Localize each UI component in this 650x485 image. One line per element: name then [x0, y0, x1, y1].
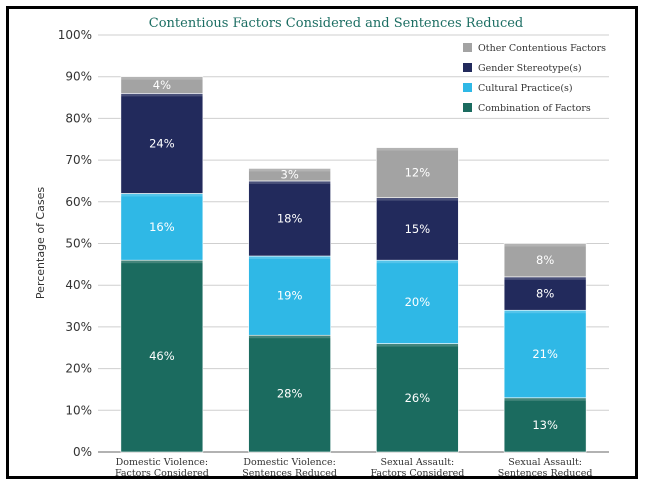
data-label: 18%	[277, 211, 303, 225]
bar-segment	[376, 343, 459, 453]
bar-segment-highlight	[248, 335, 331, 339]
bar-segment-highlight	[248, 256, 331, 260]
y-tick-label: 40%	[65, 278, 92, 292]
y-tick-label: 30%	[65, 320, 92, 334]
legend-swatch	[463, 43, 472, 52]
bar-segment-highlight	[120, 93, 203, 97]
data-label: 4%	[153, 78, 171, 92]
legend: Other Contentious Factors Gender Stereoty…	[463, 43, 606, 114]
y-tick-label: 10%	[65, 403, 92, 417]
bar-segment-highlight	[376, 197, 459, 201]
data-label: 20%	[405, 295, 431, 309]
x-axis-categories: Domestic Violence:Factors ConsideredDome…	[115, 457, 593, 479]
bar-segment	[120, 193, 204, 261]
x-category-label: Sexual Assault:	[380, 457, 454, 468]
bar-segment-highlight	[376, 260, 459, 264]
bar-segment	[503, 397, 587, 453]
bar-segment-highlight	[120, 260, 203, 264]
bar-segment	[248, 255, 331, 336]
data-label: 28%	[277, 387, 303, 401]
legend-swatch	[463, 63, 472, 72]
x-category-label: Sentences Reduced	[242, 468, 337, 479]
data-label: 12%	[405, 166, 431, 180]
y-tick-label: 100%	[58, 28, 92, 42]
legend-label: Cultural Practice(s)	[478, 83, 573, 94]
bar-segment-highlight	[120, 193, 203, 197]
chart-title: Contentious Factors Considered and Sente…	[149, 16, 524, 31]
x-category-label: Domestic Violence:	[116, 457, 208, 468]
bar-segment	[503, 243, 587, 278]
data-label: 24%	[149, 136, 175, 150]
y-tick-label: 60%	[65, 195, 92, 209]
x-category-label: Sexual Assault:	[508, 457, 582, 468]
bar-segment	[503, 309, 587, 399]
data-label: 8%	[536, 253, 554, 267]
legend-label: Gender Stereotype(s)	[478, 63, 582, 74]
bar-segment	[503, 276, 587, 311]
legend-label: Combination of Factors	[478, 103, 591, 114]
y-axis-ticks: 0% 10% 20% 30% 40% 50% 60% 70% 80% 90% 100%	[58, 28, 92, 459]
bar-segment-highlight	[504, 243, 587, 247]
data-label: 19%	[277, 289, 303, 303]
x-category-label: Factors Considered	[115, 468, 209, 479]
data-label: 8%	[536, 287, 554, 301]
data-label: 3%	[281, 168, 299, 182]
bar-segment-highlight	[248, 180, 331, 184]
legend-swatch	[463, 103, 472, 112]
bar-segment-highlight	[248, 168, 331, 172]
bar-segment	[376, 147, 459, 198]
y-tick-label: 70%	[65, 153, 92, 167]
y-tick-label: 20%	[65, 362, 92, 376]
bar-segment-highlight	[504, 276, 587, 280]
x-category-label: Domestic Violence:	[243, 457, 335, 468]
bar-segment-highlight	[376, 343, 459, 347]
y-tick-label: 80%	[65, 111, 92, 125]
data-label: 26%	[405, 391, 431, 405]
legend-label: Other Contentious Factors	[478, 43, 606, 54]
bar-segment	[248, 334, 331, 453]
bar-segment	[248, 168, 331, 182]
y-axis-label: Percentage of Cases	[34, 187, 47, 299]
bar-segment	[120, 76, 204, 94]
y-tick-label: 90%	[65, 70, 92, 84]
bar-segment-highlight	[120, 76, 203, 80]
x-category-label: Factors Considered	[370, 468, 464, 479]
data-labels: 46% 16% 24% 4% 28% 19% 18% 3% 26% 20% 15% 12% 13% 21%…	[149, 78, 558, 432]
bar-segment-highlight	[504, 310, 587, 314]
bar-segment-highlight	[504, 397, 587, 401]
data-label: 21%	[532, 347, 558, 361]
data-label: 46%	[149, 349, 175, 363]
bar-segment	[120, 259, 204, 453]
bars	[120, 76, 587, 453]
y-tick-label: 50%	[65, 237, 92, 251]
legend-swatch	[463, 83, 472, 92]
bar-segment	[376, 259, 459, 344]
bar-segment	[376, 197, 459, 261]
data-label: 13%	[532, 418, 558, 432]
y-tick-label: 0%	[73, 445, 92, 459]
bar-segment-highlight	[376, 147, 459, 151]
bar-segment	[120, 93, 204, 194]
x-category-label: Sentences Reduced	[498, 468, 593, 479]
bar-segment	[248, 180, 331, 257]
data-label: 15%	[405, 222, 431, 236]
data-label: 16%	[149, 220, 175, 234]
